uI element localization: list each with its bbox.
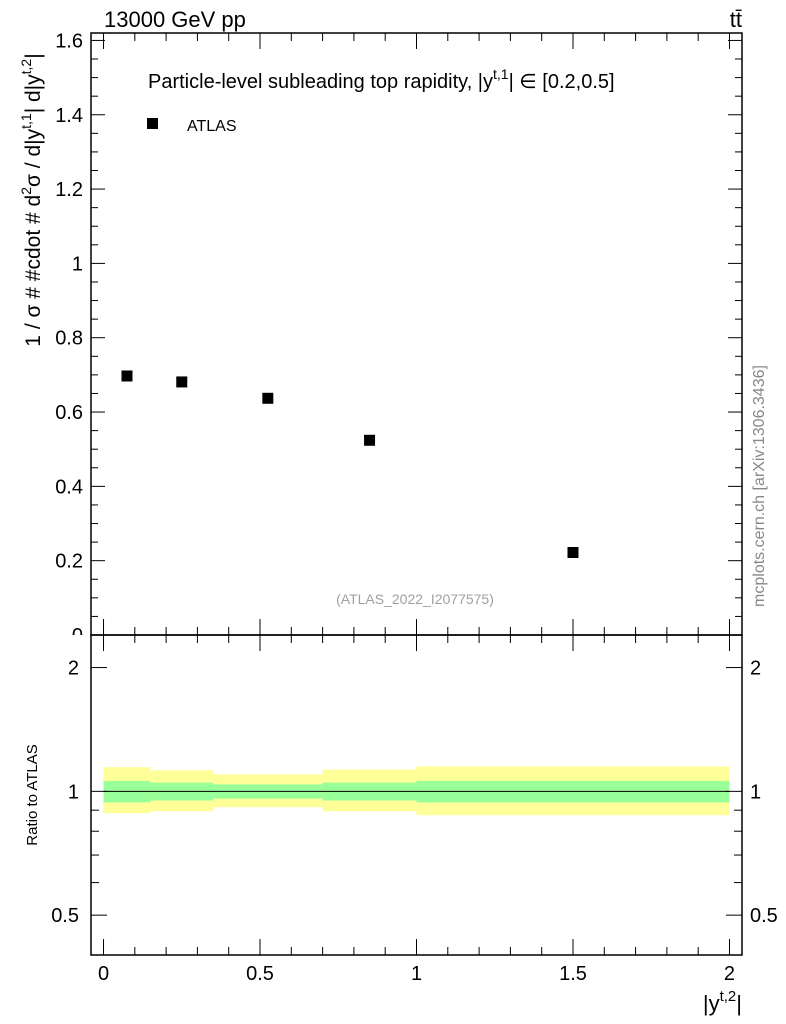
main-y-axis: 0.2 0.4 0.6 0.8 1 1.2 1.4 1.6 0 <box>55 30 742 647</box>
main-y-tick-label: 1.2 <box>55 179 83 201</box>
ylabel-sup-2: t,1 <box>18 113 34 129</box>
ylabel-part-1: 1 / σ # #cdot # d <box>22 195 45 347</box>
x-tick-label: 1.5 <box>559 963 587 985</box>
atlas-data-points <box>121 370 579 559</box>
ylabel-sup-1: 2 <box>18 187 34 195</box>
watermark: mcplots.cern.ch [arXiv:1306.3436] <box>751 365 768 607</box>
x-tick-label: 2 <box>724 963 735 985</box>
legend-marker-atlas <box>147 118 158 129</box>
ratio-y-tick-label-right: 2 <box>750 658 761 680</box>
ratio-bands <box>103 766 730 816</box>
ratio-y-tick-label: 0.5 <box>51 905 79 927</box>
title-suffix: | ∈ [0.2,0.5] <box>509 71 615 93</box>
ratio-y-label: Ratio to ATLAS <box>24 744 41 845</box>
process-label: tt̄ <box>730 7 742 32</box>
main-y-label: 1 / σ # #cdot # d2σ / d|yt,1| d|yt,2| <box>18 53 45 346</box>
ratio-y-tick-label: 1 <box>68 781 79 803</box>
title-prefix: Particle-level subleading top rapidity, … <box>148 71 493 93</box>
atlas-data-point <box>364 434 376 446</box>
ratio-x-axis: 0 0.5 1 1.5 2 <box>98 635 735 985</box>
main-y-tick-label: 0.4 <box>55 476 83 498</box>
xlabel-end: | <box>736 991 742 1016</box>
analysis-id: (ATLAS_2022_I2077575) <box>336 591 494 607</box>
xlabel-sup: t,2 <box>720 988 737 1005</box>
atlas-data-point <box>262 392 274 404</box>
main-y-tick-label: 1 <box>72 253 83 275</box>
title-sup: t,1 <box>493 66 509 82</box>
ylabel-part-2: σ / d|y <box>22 128 45 187</box>
main-y-tick-label: 0.2 <box>55 551 83 573</box>
main-panel: 0.2 0.4 0.6 0.8 1 1.2 1.4 1.6 0 Particle-level s… <box>18 30 743 647</box>
main-x-ticks <box>103 33 730 635</box>
ratio-y-tick-label-right: 0.5 <box>750 905 778 927</box>
main-y-tick-label: 0.8 <box>55 328 83 350</box>
ylabel-sup-3: t,2 <box>18 59 34 75</box>
atlas-data-point <box>176 376 188 388</box>
ratio-y-axis: 0.5 0.5 1 1 2 2 <box>51 658 778 956</box>
atlas-data-point <box>121 370 133 382</box>
energy-label: 13000 GeV pp <box>104 7 246 32</box>
ratio-y-tick-label: 2 <box>68 658 79 680</box>
atlas-data-point <box>567 547 579 559</box>
ratio-panel: 0.5 0.5 1 1 2 2 0 0.5 1 1.5 2 Ratio to ATLAS |yt,… <box>24 634 778 1016</box>
chart-title: Particle-level subleading top rapidity, … <box>148 66 615 93</box>
xlabel-base: |y <box>703 991 720 1016</box>
x-tick-label: 0.5 <box>246 963 274 985</box>
main-y-tick-label: 1.6 <box>55 30 83 52</box>
ratio-y-tick-label-right: 1 <box>750 781 761 803</box>
main-y-tick-label: 1.4 <box>55 105 83 127</box>
legend-label-atlas: ATLAS <box>187 118 237 135</box>
x-axis-label: |yt,2| <box>703 988 742 1016</box>
x-tick-label: 1 <box>411 963 422 985</box>
ylabel-part-3: | d|y <box>22 74 45 113</box>
x-tick-label: 0 <box>98 963 109 985</box>
main-y-tick-label: 0.6 <box>55 402 83 424</box>
ylabel-part-4: | <box>22 53 45 58</box>
main-y-zero-label: 0 <box>72 625 83 647</box>
